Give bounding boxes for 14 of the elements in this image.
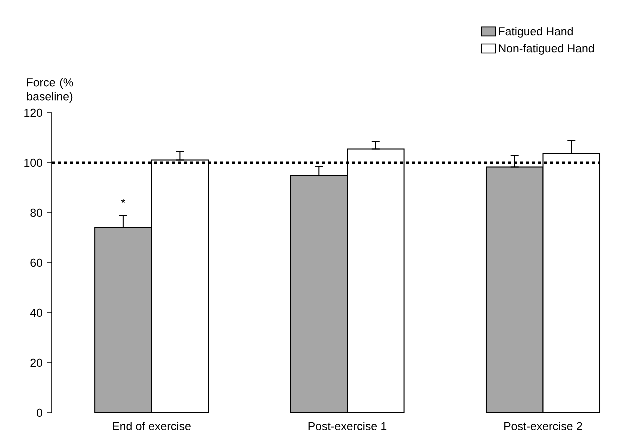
annotation: * bbox=[121, 199, 126, 204]
y-tick-label: 60 bbox=[30, 258, 43, 268]
y-tick-label: 120 bbox=[24, 108, 43, 118]
y-tick-label: 40 bbox=[30, 308, 43, 318]
legend-label: Non-fatigued Hand bbox=[499, 44, 594, 55]
y-tick-label: 20 bbox=[30, 358, 43, 368]
y-tick-label: 80 bbox=[30, 208, 43, 218]
y-axis-title: Force (% baseline) bbox=[27, 78, 74, 103]
y-tick-label: 0 bbox=[37, 408, 43, 418]
legend-label: Fatigued Hand bbox=[499, 27, 573, 38]
x-tick-label: Post-exercise 1 bbox=[308, 422, 387, 430]
x-tick-label: End of exercise bbox=[113, 422, 191, 430]
x-tick-label: Post-exercise 2 bbox=[504, 422, 582, 430]
y-tick-label: 100 bbox=[24, 158, 43, 168]
